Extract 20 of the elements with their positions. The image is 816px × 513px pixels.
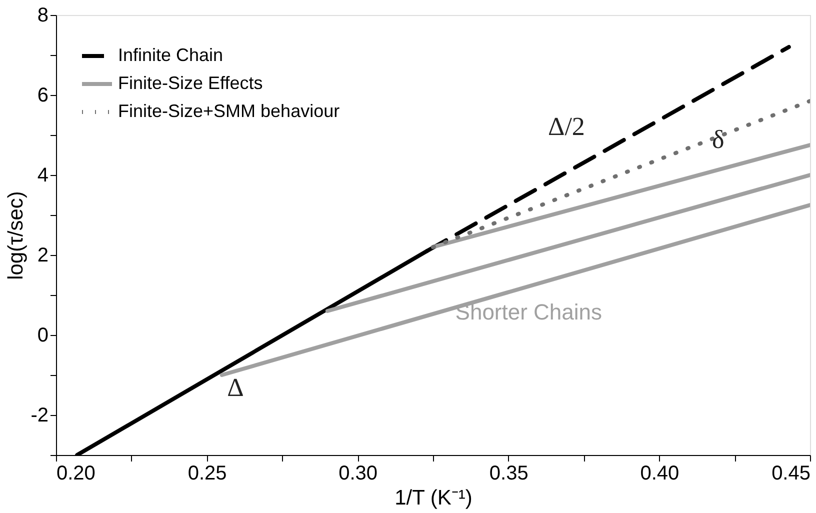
- x-tick-label: 0.40: [640, 462, 680, 484]
- legend-label: Infinite Chain: [118, 45, 224, 65]
- annotation: δ: [712, 124, 724, 154]
- y-axis-title: log(τ/sec): [4, 191, 28, 280]
- y-tick-label: 0: [37, 324, 48, 346]
- y-tick-label: -2: [30, 404, 48, 426]
- x-tick-label: 0.25: [188, 462, 227, 484]
- annotation: Δ/2: [548, 112, 585, 142]
- y-tick-label: 4: [37, 164, 48, 186]
- x-axis-title: 1/T (K⁻¹): [394, 486, 472, 510]
- x-tick-label: 0.45: [772, 462, 810, 484]
- y-tick-label: 2: [37, 244, 48, 266]
- legend-label: Finite-Size Effects: [118, 73, 263, 93]
- annotation: Δ: [227, 372, 244, 402]
- x-tick-label: 0.35: [489, 462, 528, 484]
- x-tick-label: 0.20: [56, 462, 96, 484]
- y-tick-label: 6: [37, 84, 48, 106]
- x-tick-label: 0.30: [338, 462, 378, 484]
- legend-label: Finite-Size+SMM behaviour: [118, 101, 340, 121]
- y-tick-label: 8: [37, 4, 48, 26]
